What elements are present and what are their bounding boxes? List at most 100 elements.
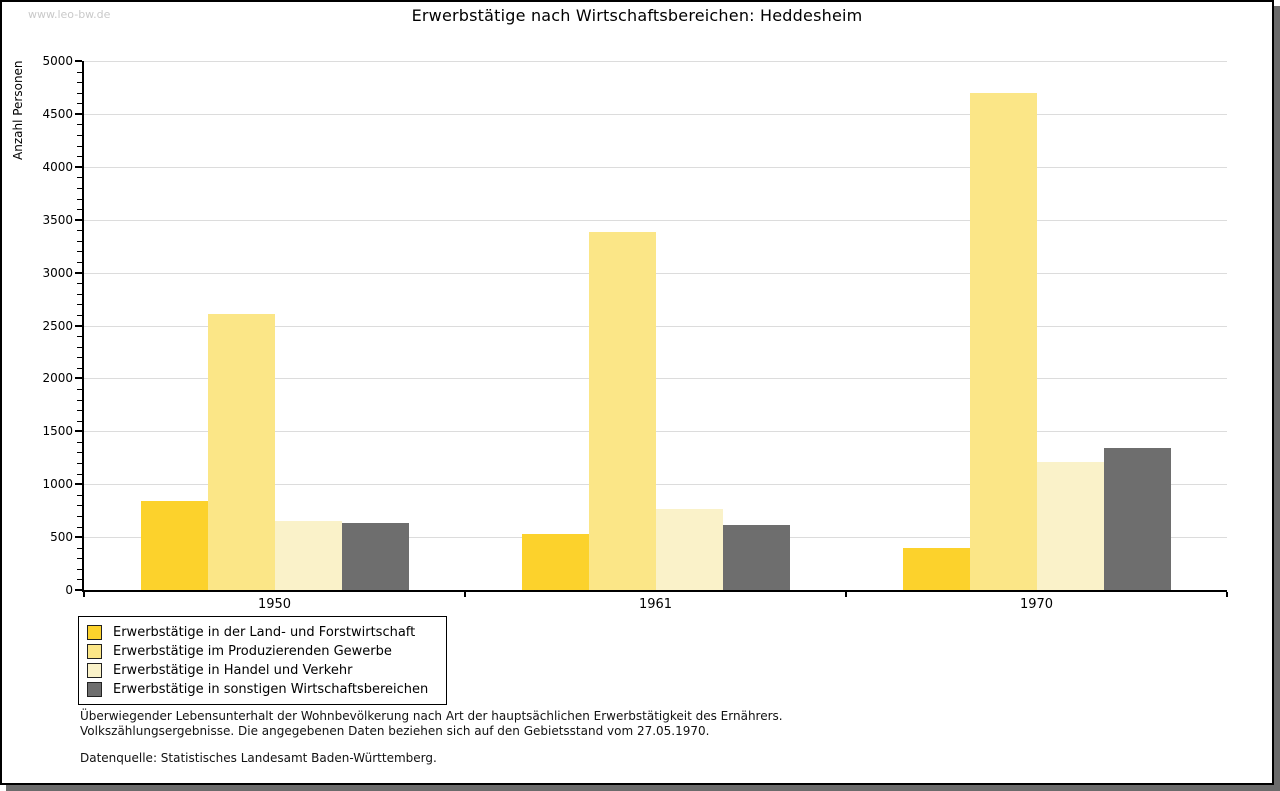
y-axis-minor-tick [77, 71, 82, 73]
y-axis-minor-tick [77, 145, 82, 147]
gridline [84, 219, 1227, 221]
chart-title: Erwerbstätige nach Wirtschaftsbereichen:… [411, 6, 863, 25]
y-axis-minor-tick [77, 209, 82, 211]
gridline [84, 166, 1227, 168]
y-axis-minor-tick [77, 526, 82, 528]
y-axis-minor-tick [77, 346, 82, 348]
y-axis-minor-tick [77, 293, 82, 295]
legend-item-1: Erwerbstätige in der Land- und Forstwirt… [87, 623, 446, 642]
y-axis-minor-tick [77, 357, 82, 359]
y-axis-minor-tick [77, 103, 82, 105]
y-axis-minor-tick [77, 547, 82, 549]
y-axis-minor-tick [77, 420, 82, 422]
y-axis-minor-tick [77, 198, 82, 200]
legend-label: Erwerbstätige in sonstigen Wirtschaftsbe… [113, 682, 429, 697]
y-axis-minor-tick [77, 515, 82, 517]
y-axis-minor-tick [77, 494, 82, 496]
x-axis-category-label: 1961 [638, 597, 673, 612]
x-axis-tick [464, 592, 466, 597]
gridline [84, 431, 1227, 433]
bar-1961-series-3 [655, 508, 723, 590]
y-axis-tick-label: 3500 [42, 212, 73, 227]
y-axis-tick [75, 218, 82, 221]
x-axis-category-label: 1950 [257, 597, 292, 612]
y-axis-minor-tick [77, 240, 82, 242]
legend-item-2: Erwerbstätige im Produzierenden Gewerbe [87, 642, 446, 661]
footnote-line-2: Volkszählungsergebnisse. Die angegebenen… [80, 723, 710, 738]
gridline [84, 325, 1227, 327]
y-axis-tick [75, 430, 82, 433]
y-axis-tick-label: 5000 [42, 54, 73, 68]
y-axis-tick-label: 1500 [42, 424, 73, 439]
y-axis-tick [75, 483, 82, 486]
y-axis-tick [75, 60, 82, 62]
gridline [84, 378, 1227, 380]
gridline [84, 61, 1227, 62]
x-axis-tick [1226, 592, 1228, 597]
y-axis-tick-label: 2000 [42, 371, 73, 386]
plot-area: 0 500 1000 1500 2000 2500 3000 3500 4000 4500 5000… [42, 54, 1228, 612]
bar-1970-series-4 [1103, 448, 1171, 590]
legend-item-4: Erwerbstätige in sonstigen Wirtschaftsbe… [87, 680, 446, 699]
y-axis-minor-tick [77, 505, 82, 507]
gridline [84, 484, 1227, 486]
y-axis-tick-label: 3000 [42, 265, 73, 280]
y-axis-minor-tick [77, 124, 82, 126]
x-axis-category-label: 1970 [1019, 597, 1054, 612]
legend: Erwerbstätige in der Land- und Forstwirt… [78, 616, 447, 705]
y-axis-tick [75, 165, 82, 168]
y-axis-minor-tick [77, 177, 82, 179]
y-axis-minor-tick [77, 135, 82, 137]
y-axis-tick [75, 271, 82, 274]
y-axis-minor-tick [77, 452, 82, 454]
y-axis-tick-label: 1000 [42, 477, 73, 492]
y-axis-minor-tick [77, 399, 82, 401]
y-axis-minor-tick [77, 336, 82, 338]
y-axis-minor-tick [77, 473, 82, 475]
y-axis-minor-tick [77, 262, 82, 264]
y-axis-minor-tick [77, 558, 82, 560]
y-axis-minor-tick [77, 251, 82, 253]
legend-swatch [87, 682, 102, 697]
legend-label: Erwerbstätige im Produzierenden Gewerbe [113, 644, 392, 659]
x-axis-tick [83, 592, 85, 597]
gridline [84, 113, 1227, 115]
legend-swatch [87, 663, 102, 678]
y-axis-minor-tick [77, 568, 82, 570]
bar-1961-series-4 [722, 525, 790, 590]
y-axis-tick [75, 377, 82, 380]
bar-1950-series-4 [341, 523, 409, 590]
y-axis-minor-tick [77, 283, 82, 285]
y-axis-tick [75, 589, 82, 591]
y-axis-minor-tick [77, 92, 82, 94]
watermark: www.leo-bw.de [28, 8, 111, 21]
legend-item-3: Erwerbstätige in Handel und Verkehr [87, 661, 446, 680]
footnote-line-1: Überwiegender Lebensunterhalt der Wohnbe… [80, 709, 783, 723]
legend-swatch [87, 625, 102, 640]
legend-label: Erwerbstätige in Handel und Verkehr [113, 663, 353, 678]
y-axis-minor-tick [77, 82, 82, 84]
y-axis-minor-tick [77, 579, 82, 581]
y-axis-minor-tick [77, 314, 82, 316]
y-axis-tick [75, 536, 82, 539]
bar-1950-series-1 [140, 501, 208, 590]
bar-1950-series-2 [207, 313, 275, 590]
y-axis-minor-tick [77, 304, 82, 306]
y-axis-tick [75, 324, 82, 327]
bar-1970-series-3 [1036, 461, 1104, 590]
y-axis-minor-tick [77, 463, 82, 465]
y-axis-minor-tick [77, 410, 82, 412]
y-axis-minor-tick [77, 187, 82, 189]
y-axis-tick-label: 2500 [42, 318, 73, 333]
y-axis-tick [75, 112, 82, 115]
y-axis-tick-label: 4000 [42, 159, 73, 174]
y-axis-minor-tick [77, 367, 82, 369]
y-axis-minor-tick [77, 388, 82, 390]
y-axis-tick-label: 500 [50, 530, 73, 545]
y-axis-minor-tick [77, 156, 82, 158]
bar-1970-series-1 [902, 547, 970, 590]
y-axis-tick-label: 0 [65, 583, 73, 597]
footnote: Überwiegender Lebensunterhalt der Wohnbe… [80, 709, 783, 738]
data-source-line: Datenquelle: Statistisches Landesamt Bad… [80, 751, 437, 765]
